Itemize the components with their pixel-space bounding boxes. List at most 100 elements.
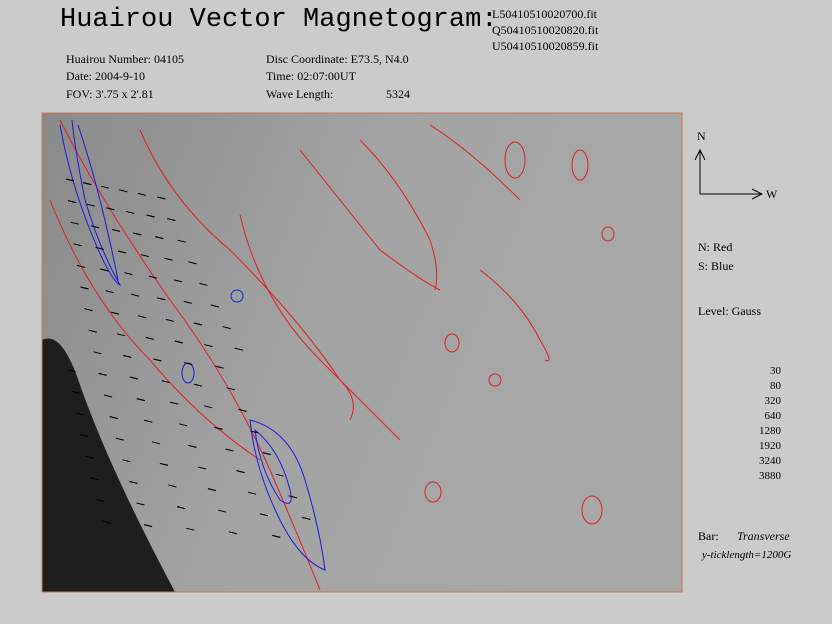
field-bar [188, 261, 197, 265]
contour [59, 119, 321, 591]
field-bar [106, 207, 115, 211]
level-value: 80 [770, 380, 782, 392]
field-bar [105, 290, 114, 294]
field-bar [137, 192, 147, 196]
field-bar [157, 196, 166, 200]
field-bar [124, 272, 133, 276]
magnetogram [41, 112, 683, 593]
info-coordinate: Disc Coordinate: E73.5, N4.0 [266, 52, 409, 66]
field-bar [167, 218, 176, 222]
field-bar [155, 236, 164, 240]
field-bar [67, 369, 76, 373]
field-bar [100, 185, 110, 189]
field-bar [138, 315, 147, 319]
legend-south: S: Blue [698, 259, 734, 273]
field-bar [168, 484, 177, 488]
field-bar [123, 354, 132, 358]
field-bar [86, 203, 96, 207]
file-name: U50410510020859.fit [492, 39, 599, 53]
level-value: 320 [765, 395, 782, 407]
field-bar [126, 210, 135, 214]
field-bar [80, 286, 89, 290]
compass-north: N [697, 129, 706, 143]
field-bar [129, 376, 138, 380]
field-bar [215, 365, 224, 369]
frame [41, 112, 683, 593]
field-bar [95, 246, 104, 250]
field-bar [207, 488, 217, 492]
arrowhead [694, 148, 706, 161]
field-bar [115, 437, 125, 441]
contour [299, 149, 441, 291]
field-bar [117, 250, 127, 254]
field-bar [103, 394, 113, 398]
field-bar [119, 189, 128, 193]
level-list: 30 80 320 640 1280 1920 3240 3880 [759, 365, 782, 482]
field-bar [193, 322, 203, 326]
field-bar [178, 423, 188, 427]
field-bar [88, 329, 97, 333]
field-bar [203, 405, 213, 409]
field-bar [102, 520, 111, 524]
field-bar [73, 243, 82, 247]
ticklength: y-ticklength=1200G [701, 549, 791, 561]
field-bar [68, 200, 77, 204]
field-bar [75, 412, 84, 416]
contour [479, 269, 550, 362]
level-value: 30 [770, 365, 782, 377]
field-bar [186, 527, 195, 531]
field-bar [177, 239, 186, 243]
field-bar [70, 221, 79, 225]
field-bar [76, 264, 86, 268]
field-bar [109, 416, 118, 420]
field-bar [210, 304, 219, 308]
field-bar [146, 214, 155, 218]
field-bar [228, 531, 238, 535]
field-bar [93, 351, 102, 355]
arrowhead [751, 188, 764, 200]
level-value: 640 [765, 410, 782, 422]
info-wavelength-label: Wave Length: [266, 87, 333, 101]
field-bar [199, 282, 208, 286]
bar-type: Transverse [737, 529, 790, 543]
field-bar [145, 336, 154, 340]
field-bar [140, 254, 150, 258]
info-date: Date: 2004-9-10 [66, 69, 145, 83]
compass-west: W [766, 187, 778, 201]
contour [571, 149, 589, 181]
field-bar [247, 491, 257, 495]
field-bar [197, 466, 207, 470]
field-bar [161, 380, 170, 384]
field-bar [83, 182, 92, 186]
field-bar [226, 387, 235, 391]
info-number: Huairou Number: 04105 [66, 52, 184, 66]
field-bar [110, 311, 120, 315]
field-bar [100, 268, 109, 272]
field-bar [80, 434, 89, 438]
contour [139, 129, 354, 421]
field-bar [214, 426, 223, 430]
field-bar [65, 178, 75, 182]
field-bar [122, 459, 131, 463]
contour [359, 139, 438, 291]
field-bar [234, 347, 243, 351]
field-bar [148, 275, 158, 279]
field-bar [236, 470, 245, 474]
legend-north: N: Red [698, 240, 732, 254]
level-value: 3880 [759, 470, 782, 482]
limb-shadow [42, 338, 175, 592]
title: Huairou Vector Magnetogram: [60, 5, 497, 35]
field-bar [177, 506, 186, 510]
field-bar [183, 300, 192, 304]
file-name: L50410510020700.fit [492, 7, 598, 21]
field-bar [90, 225, 100, 229]
level-value: 1920 [759, 440, 782, 452]
field-bar [302, 516, 311, 520]
contour [429, 124, 521, 201]
field-bar [71, 390, 80, 394]
contour [424, 481, 442, 503]
field-bar [222, 326, 231, 330]
contour [581, 495, 603, 525]
field-bar [116, 333, 126, 337]
field-bar [272, 534, 281, 538]
